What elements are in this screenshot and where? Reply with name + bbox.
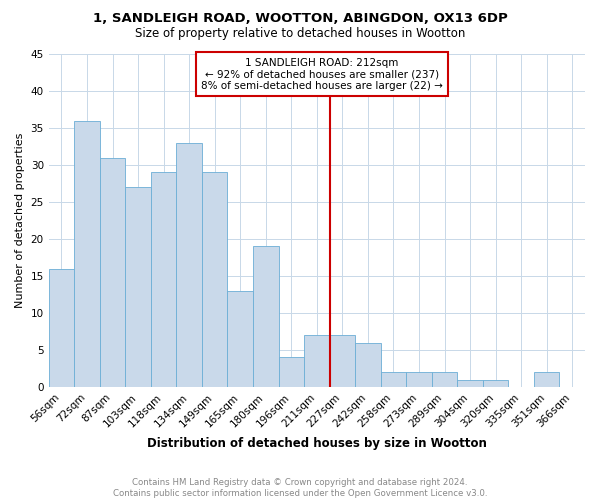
Bar — [406, 372, 432, 387]
Bar — [457, 380, 483, 387]
Bar — [176, 143, 202, 387]
Bar — [483, 380, 508, 387]
Bar — [534, 372, 559, 387]
Bar — [49, 268, 74, 387]
Bar — [432, 372, 457, 387]
Bar — [74, 120, 100, 387]
Bar — [304, 335, 329, 387]
Text: Contains HM Land Registry data © Crown copyright and database right 2024.
Contai: Contains HM Land Registry data © Crown c… — [113, 478, 487, 498]
Bar — [125, 187, 151, 387]
Bar — [100, 158, 125, 387]
Text: 1, SANDLEIGH ROAD, WOOTTON, ABINGDON, OX13 6DP: 1, SANDLEIGH ROAD, WOOTTON, ABINGDON, OX… — [92, 12, 508, 26]
Bar — [278, 358, 304, 387]
Bar — [253, 246, 278, 387]
Bar — [380, 372, 406, 387]
Bar — [329, 335, 355, 387]
Text: Size of property relative to detached houses in Wootton: Size of property relative to detached ho… — [135, 28, 465, 40]
Bar — [151, 172, 176, 387]
Text: 1 SANDLEIGH ROAD: 212sqm
← 92% of detached houses are smaller (237)
8% of semi-d: 1 SANDLEIGH ROAD: 212sqm ← 92% of detach… — [201, 58, 443, 91]
Bar — [355, 342, 380, 387]
X-axis label: Distribution of detached houses by size in Wootton: Distribution of detached houses by size … — [147, 437, 487, 450]
Bar — [227, 291, 253, 387]
Y-axis label: Number of detached properties: Number of detached properties — [15, 133, 25, 308]
Bar — [202, 172, 227, 387]
